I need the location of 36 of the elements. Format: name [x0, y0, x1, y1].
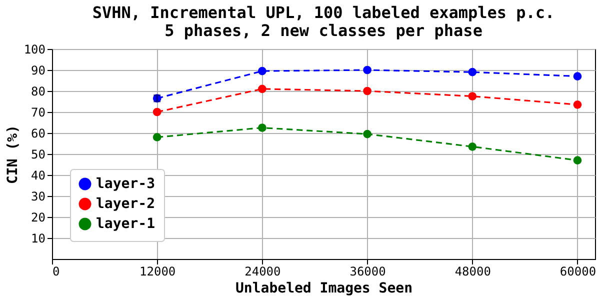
x-tick-label: 60000 [560, 264, 596, 278]
legend-label: layer-3 [96, 176, 156, 192]
point [573, 100, 582, 109]
x-tick-label: 24000 [244, 264, 281, 278]
point [363, 86, 372, 96]
point [363, 130, 372, 138]
x-tick-label: 12000 [140, 264, 176, 278]
point [468, 68, 477, 76]
chart-title: SVHN, Incremental UPL, 100 labeled examples p.c. 5 phases, 2 new classes per phase [92, 3, 555, 40]
point [573, 72, 582, 80]
x-tick-label: 48000 [454, 264, 491, 278]
point [152, 108, 162, 116]
y-tick-label: 90 [31, 64, 46, 78]
point [363, 66, 372, 74]
legend-label: layer-2 [96, 196, 156, 212]
y-tick-label: 100 [24, 42, 46, 56]
point [573, 156, 582, 164]
y-tick-label: 10 [31, 232, 46, 246]
y-tick-label: 30 [31, 190, 46, 204]
point [468, 142, 477, 151]
x-axis-title: Unlabeled Images Seen [235, 280, 413, 296]
y-axis-title: CIN (%) [4, 124, 21, 184]
point [258, 84, 266, 94]
legend-label: layer-1 [96, 216, 156, 232]
point [468, 92, 477, 100]
point [258, 124, 266, 132]
point [152, 133, 162, 142]
y-tick-label: 20 [31, 210, 46, 224]
y-tick-label: 40 [31, 168, 46, 182]
x-tick-label: 0 [52, 264, 60, 278]
y-tick-label: 50 [31, 148, 46, 162]
y-tick-label: 60 [31, 126, 46, 140]
y-tick-label: 70 [31, 106, 46, 120]
y-tick-label: 80 [31, 84, 46, 98]
x-tick-label: 36000 [350, 264, 386, 278]
point [258, 66, 266, 76]
